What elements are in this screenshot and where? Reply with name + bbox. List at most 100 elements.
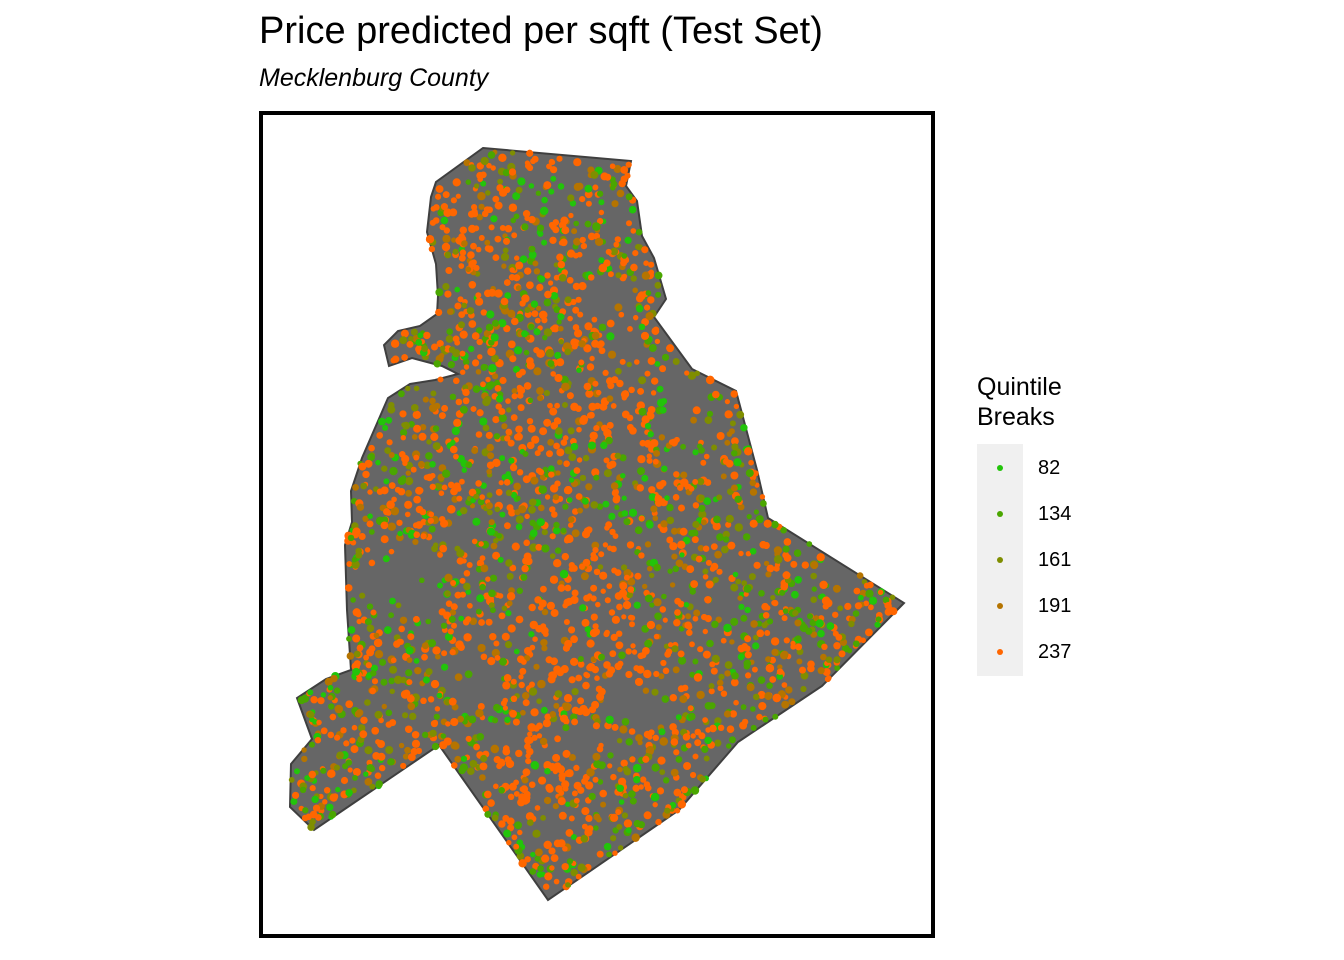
- price-point: [515, 186, 523, 194]
- price-point: [689, 588, 696, 595]
- price-point: [634, 572, 642, 580]
- price-point: [404, 500, 413, 509]
- price-point: [606, 462, 614, 470]
- price-point: [637, 388, 644, 395]
- price-point: [737, 644, 745, 653]
- price-point: [611, 376, 619, 384]
- price-point: [584, 190, 593, 199]
- price-point: [585, 389, 594, 398]
- price-point: [460, 405, 468, 414]
- price-point: [552, 768, 559, 775]
- price-point: [701, 614, 708, 621]
- price-point: [641, 271, 651, 280]
- price-point: [594, 675, 600, 681]
- price-point: [535, 190, 542, 196]
- price-point: [409, 712, 417, 721]
- price-point: [563, 619, 570, 625]
- price-point: [607, 545, 613, 551]
- price-point: [441, 405, 448, 412]
- price-point: [413, 616, 420, 623]
- price-point: [654, 338, 661, 345]
- price-point: [536, 518, 545, 527]
- price-point: [810, 596, 817, 603]
- price-point: [511, 393, 518, 400]
- price-point: [530, 709, 536, 715]
- price-point: [371, 727, 380, 735]
- price-point: [534, 317, 541, 324]
- price-point: [698, 494, 705, 501]
- price-point: [630, 275, 637, 282]
- price-point: [569, 200, 577, 207]
- legend-item: 191: [977, 583, 1127, 629]
- price-point: [520, 573, 528, 581]
- price-point: [652, 326, 660, 333]
- price-point: [657, 756, 666, 765]
- price-point: [425, 618, 432, 625]
- legend-item: 82: [977, 445, 1127, 491]
- price-point: [522, 692, 530, 700]
- price-point: [568, 453, 577, 462]
- price-point: [299, 786, 307, 793]
- price-point: [662, 617, 668, 623]
- price-point: [889, 594, 896, 601]
- price-point: [535, 543, 543, 551]
- price-point: [699, 775, 706, 783]
- price-point: [380, 486, 389, 495]
- price-point: [542, 719, 552, 728]
- price-point: [537, 445, 545, 452]
- price-point: [539, 474, 546, 481]
- price-point: [624, 172, 631, 179]
- price-point: [730, 471, 739, 480]
- price-point: [521, 294, 530, 303]
- price-point: [733, 699, 739, 706]
- price-point: [562, 644, 570, 652]
- price-point: [745, 469, 754, 478]
- price-point: [597, 564, 604, 570]
- price-point: [722, 530, 730, 539]
- price-point: [475, 246, 482, 253]
- price-point: [418, 461, 425, 468]
- price-point: [731, 484, 738, 492]
- price-point: [614, 303, 623, 312]
- price-point: [618, 311, 625, 318]
- price-point: [730, 390, 738, 398]
- price-point: [563, 435, 569, 441]
- price-point: [433, 204, 440, 211]
- price-point: [601, 424, 608, 432]
- price-point: [579, 563, 585, 570]
- price-point: [568, 477, 575, 483]
- legend-title-line-1: Quintile: [977, 373, 1062, 401]
- price-point: [504, 716, 511, 723]
- price-point: [584, 220, 592, 228]
- price-point: [435, 288, 444, 297]
- price-point: [603, 631, 610, 638]
- price-point: [624, 574, 630, 581]
- price-point: [773, 546, 783, 555]
- price-point: [329, 793, 338, 802]
- price-point: [547, 439, 555, 446]
- price-point: [795, 635, 802, 642]
- price-point: [651, 688, 659, 696]
- price-point: [399, 410, 407, 418]
- price-point: [609, 528, 616, 536]
- price-point: [389, 597, 396, 605]
- price-point: [725, 514, 734, 523]
- price-point: [472, 359, 480, 367]
- price-point: [515, 285, 522, 291]
- price-point: [767, 618, 774, 625]
- price-point: [647, 734, 653, 740]
- price-point: [541, 854, 550, 863]
- price-point: [582, 454, 590, 462]
- price-point: [439, 412, 446, 419]
- price-point: [435, 654, 441, 660]
- price-point: [578, 340, 586, 348]
- price-point: [868, 596, 878, 605]
- price-point: [793, 549, 802, 557]
- price-point: [397, 476, 406, 485]
- price-point: [426, 439, 432, 445]
- price-point: [449, 649, 456, 656]
- price-point: [598, 264, 607, 273]
- price-point: [647, 431, 654, 438]
- price-point: [696, 690, 705, 700]
- price-point: [442, 469, 451, 478]
